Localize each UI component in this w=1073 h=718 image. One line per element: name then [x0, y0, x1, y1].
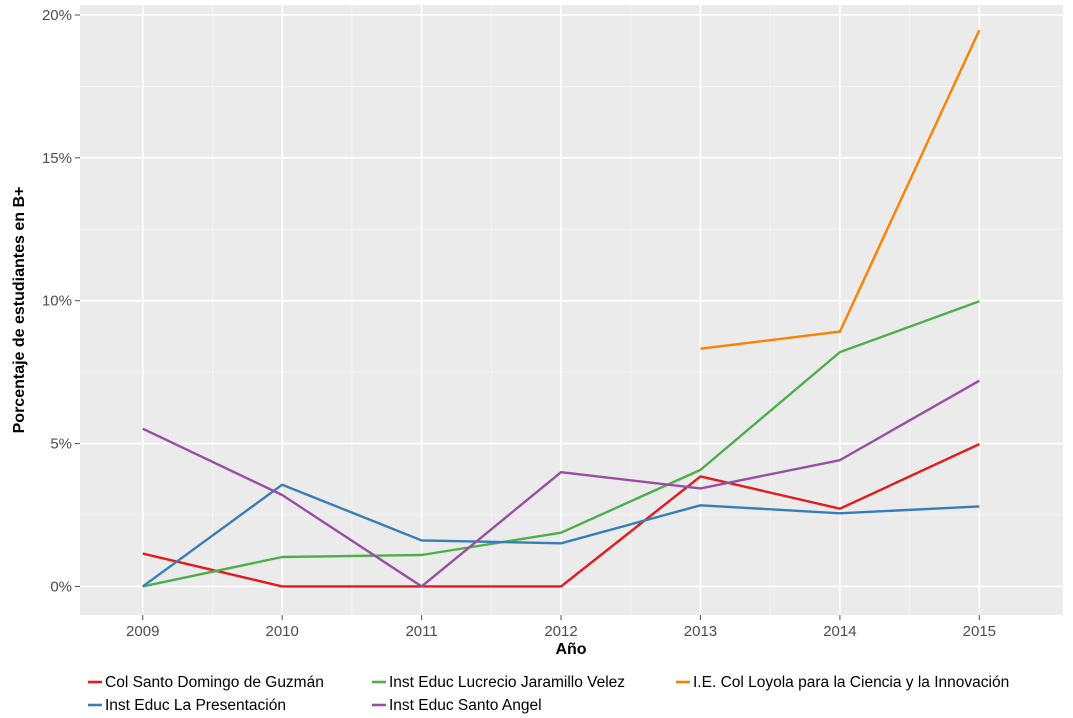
y-axis: 0% 5% 10% 15% 20% [42, 7, 80, 595]
minor-gridlines [80, 5, 1063, 615]
legend-item: Inst Educ Lucrecio Jaramillo Velez [372, 674, 625, 691]
x-tick-label: 2010 [265, 623, 298, 640]
y-tick-label: 10% [42, 293, 72, 310]
legend-label: Col Santo Domingo de Guzmán [105, 674, 324, 691]
y-axis-title: Porcentaje de estudiantes en B+ [11, 187, 28, 434]
series-line-3 [142, 483, 980, 588]
y-tick-label: 20% [42, 7, 72, 24]
x-tick-label: 2009 [126, 623, 159, 640]
series-line-1 [142, 300, 980, 588]
x-tick-label: 2011 [405, 623, 437, 640]
x-tick-label: 2015 [963, 623, 996, 640]
legend: Col Santo Domingo de Guzmán Inst Educ Luc… [88, 674, 1009, 714]
series-lines [142, 29, 981, 588]
legend-item: Inst Educ La Presentación [88, 697, 286, 714]
series-line-0 [142, 443, 980, 588]
legend-label: Inst Educ La Presentación [105, 697, 286, 714]
legend-label: Inst Educ Santo Angel [389, 697, 542, 714]
y-tick-label: 5% [50, 436, 72, 453]
x-tick-label: 2013 [684, 623, 717, 640]
series-line-2 [700, 29, 981, 350]
legend-item: Col Santo Domingo de Guzmán [88, 674, 324, 691]
y-tick-label: 0% [50, 578, 72, 595]
legend-item: I.E. Col Loyola para la Ciencia y la Inn… [676, 674, 1009, 691]
series-line-4 [142, 379, 980, 588]
major-gridlines [80, 5, 1063, 615]
legend-label: Inst Educ Lucrecio Jaramillo Velez [389, 674, 625, 691]
x-axis: 2009 2010 2011 2012 2013 2014 2015 [126, 615, 996, 640]
legend-item: Inst Educ Santo Angel [372, 697, 542, 714]
legend-label: I.E. Col Loyola para la Ciencia y la Inn… [693, 674, 1009, 691]
x-tick-label: 2014 [823, 623, 856, 640]
y-tick-label: 15% [42, 150, 72, 167]
x-tick-label: 2012 [544, 623, 577, 640]
x-axis-title: Año [555, 641, 586, 658]
